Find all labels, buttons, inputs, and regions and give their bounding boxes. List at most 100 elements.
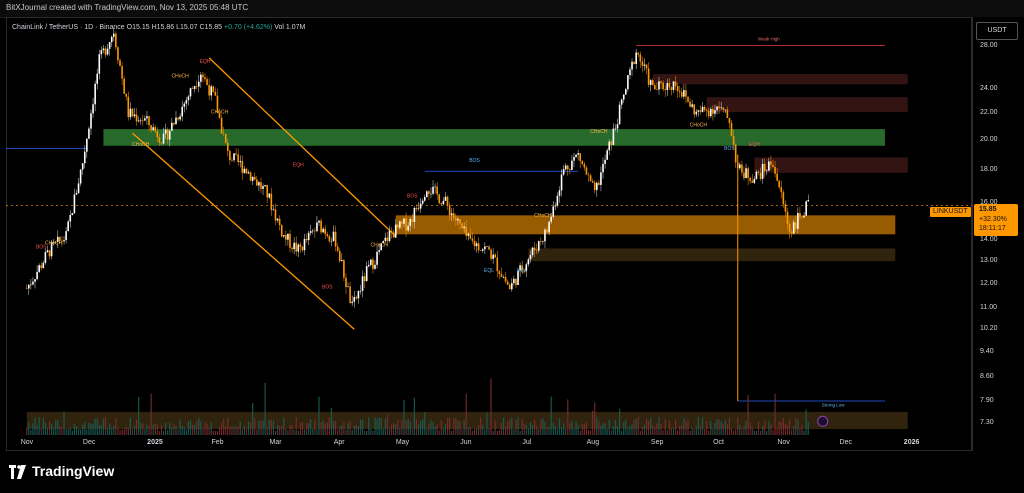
price-tick-label: 22.00 <box>980 109 998 117</box>
candle-body <box>320 220 322 233</box>
candle-body <box>741 164 743 173</box>
volume-bar <box>247 421 250 435</box>
price-tick-label: 7.30 <box>980 419 994 427</box>
candle-body <box>77 183 80 193</box>
volume-bar <box>146 424 148 435</box>
volume-bar <box>575 421 577 435</box>
time-tick-label: 2025 <box>147 439 163 446</box>
candle-body <box>378 250 380 252</box>
candle-body <box>405 218 407 231</box>
candle-body <box>289 233 291 248</box>
volume-bar <box>322 420 324 435</box>
volume-bar <box>405 420 407 435</box>
volume-bar <box>96 418 98 435</box>
candle-body <box>274 209 277 221</box>
last-price: 15.85 <box>979 206 997 213</box>
volume-bar <box>581 424 583 435</box>
candle-body <box>245 168 248 174</box>
volume-bar <box>739 425 741 435</box>
candle-body <box>44 252 47 263</box>
candle-body <box>622 94 625 100</box>
volume-bar <box>656 423 658 435</box>
volume-value: Vol 1.07M <box>274 24 306 31</box>
candle-body <box>595 182 598 191</box>
candle-body <box>363 276 366 282</box>
time-tick-label: 2026 <box>903 439 920 446</box>
candle-body <box>455 217 457 221</box>
volume-bar <box>772 430 774 435</box>
volume-bar <box>268 419 270 435</box>
candle-body <box>801 216 803 218</box>
candle-body <box>535 250 538 251</box>
volume-bar <box>75 426 78 435</box>
candle-body <box>573 157 575 161</box>
annotation-label: Strong Low <box>822 402 846 407</box>
candle-body <box>666 83 669 91</box>
candle-body <box>108 42 111 49</box>
volume-bar <box>266 427 268 435</box>
candle-body <box>227 142 229 151</box>
candle-body <box>394 224 397 238</box>
candle-body <box>158 137 161 143</box>
volume-bar <box>129 417 131 435</box>
chart-pane[interactable] <box>6 17 972 451</box>
candle-body <box>280 225 283 237</box>
volume-bar <box>641 426 643 435</box>
candle-body <box>446 196 449 206</box>
volume-bar <box>237 426 239 435</box>
volume-bar <box>227 417 229 435</box>
candle-body <box>179 116 181 120</box>
candle-body <box>42 262 45 269</box>
volume-bar <box>206 423 208 435</box>
symbol-name[interactable]: ChainLink / TetherUS · 1D · Binance <box>12 24 125 31</box>
candle-body <box>52 242 55 243</box>
candle-body <box>98 54 101 74</box>
candle-body <box>751 180 754 183</box>
volume-bar <box>204 422 206 435</box>
candle-body <box>133 114 136 117</box>
volume-bar <box>57 420 59 435</box>
candle-body <box>780 187 783 193</box>
candle-body <box>786 211 789 224</box>
volume-bar <box>747 394 749 435</box>
volume-bar <box>513 429 515 435</box>
candle-body <box>720 107 722 109</box>
candle-body <box>46 250 49 253</box>
volume-bar <box>160 424 163 435</box>
volume-bar <box>712 428 714 435</box>
volume-bar <box>538 428 540 435</box>
volume-bar <box>343 421 345 435</box>
candle-body <box>86 138 88 152</box>
volume-bar <box>467 427 469 435</box>
volume-bar <box>674 419 677 435</box>
candle-body <box>647 68 650 85</box>
volume-bar <box>596 417 598 435</box>
candle-body <box>714 110 716 114</box>
candle-body <box>461 223 463 229</box>
volume-bar <box>699 425 702 435</box>
candle-body <box>328 236 331 242</box>
annotation-label: CHoCH <box>45 240 63 246</box>
candle-body <box>761 163 764 179</box>
volume-bar <box>552 422 554 435</box>
candle-body <box>589 175 592 182</box>
candle-body <box>309 231 312 233</box>
candle-body <box>270 193 273 211</box>
candle-body <box>656 89 658 90</box>
candle-body <box>359 290 362 292</box>
volume-bar <box>231 426 233 435</box>
volume-bar <box>295 417 297 435</box>
currency-button[interactable]: USDT <box>976 22 1018 40</box>
volume-bar <box>689 430 691 435</box>
candle-body <box>598 182 600 185</box>
volume-bar <box>183 427 185 435</box>
price-chart[interactable]: BOS Weak High Strong Low EQH EQH EQH EQL EQL CHo… <box>6 17 972 435</box>
candle-body <box>65 231 67 241</box>
volume-bar <box>762 426 764 435</box>
volume-bar <box>127 427 129 435</box>
candle-body <box>494 254 497 258</box>
volume-bar <box>32 423 34 435</box>
volume-bar <box>548 427 550 435</box>
annotation-label: CHoCH <box>534 213 552 219</box>
candle-body <box>426 191 428 197</box>
